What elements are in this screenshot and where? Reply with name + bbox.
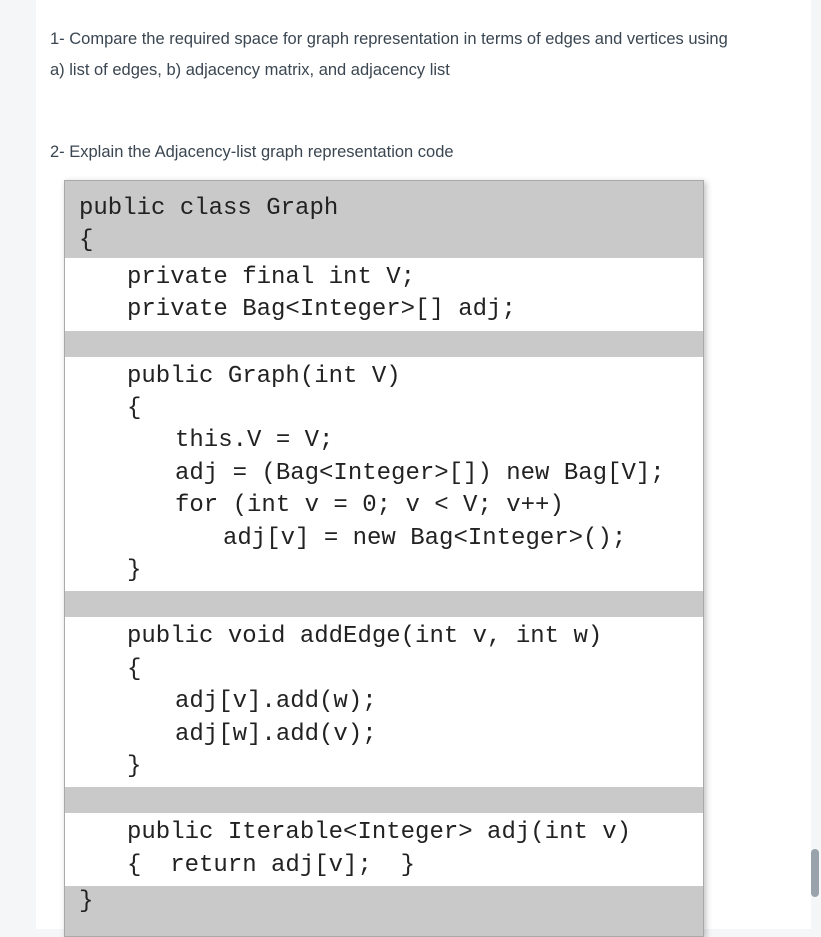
code-line: {: [65, 393, 703, 425]
code-line: public void addEdge(int v, int w): [65, 621, 703, 653]
code-line: adj[v] = new Bag<Integer>();: [65, 523, 703, 555]
code-line: adj[v].add(w);: [65, 686, 703, 718]
code-block: public class Graph { private final int V…: [64, 180, 704, 937]
code-white-section: public Graph(int V) { this.V = V; adj = …: [65, 357, 703, 592]
code-line: }: [65, 555, 703, 587]
code-line: public Iterable<Integer> adj(int v): [65, 817, 703, 849]
question-1: 1- Compare the required space for graph …: [50, 24, 797, 87]
code-gap: [65, 787, 703, 813]
code-line: { return adj[v]; }: [65, 850, 703, 882]
code-line: public Graph(int V): [65, 361, 703, 393]
code-line: private Bag<Integer>[] adj;: [65, 294, 703, 326]
code-line: adj[w].add(v);: [65, 719, 703, 751]
code-line: this.V = V;: [65, 425, 703, 457]
code-line: private final int V;: [65, 262, 703, 294]
vertical-scrollbar[interactable]: [811, 849, 819, 897]
code-white-section: public void addEdge(int v, int w) { adj[…: [65, 617, 703, 787]
code-gap: [65, 591, 703, 617]
question-1-line2: a) list of edges, b) adjacency matrix, a…: [50, 61, 450, 79]
code-line: for (int v = 0; v < V; v++): [65, 490, 703, 522]
content-card: 1- Compare the required space for graph …: [36, 0, 811, 929]
question-1-line1: 1- Compare the required space for graph …: [50, 30, 728, 48]
code-line: adj = (Bag<Integer>[]) new Bag[V];: [65, 458, 703, 490]
code-line: {: [65, 225, 703, 257]
code-line: }: [65, 751, 703, 783]
code-line: }: [65, 886, 703, 918]
code-white-section: public Iterable<Integer> adj(int v) { re…: [65, 813, 703, 886]
question-2: 2- Explain the Adjacency-list graph repr…: [50, 137, 797, 168]
code-white-section: private final int V; private Bag<Integer…: [65, 258, 703, 331]
code-line: {: [65, 654, 703, 686]
code-line: public class Graph: [65, 193, 703, 225]
code-gap: [65, 331, 703, 357]
